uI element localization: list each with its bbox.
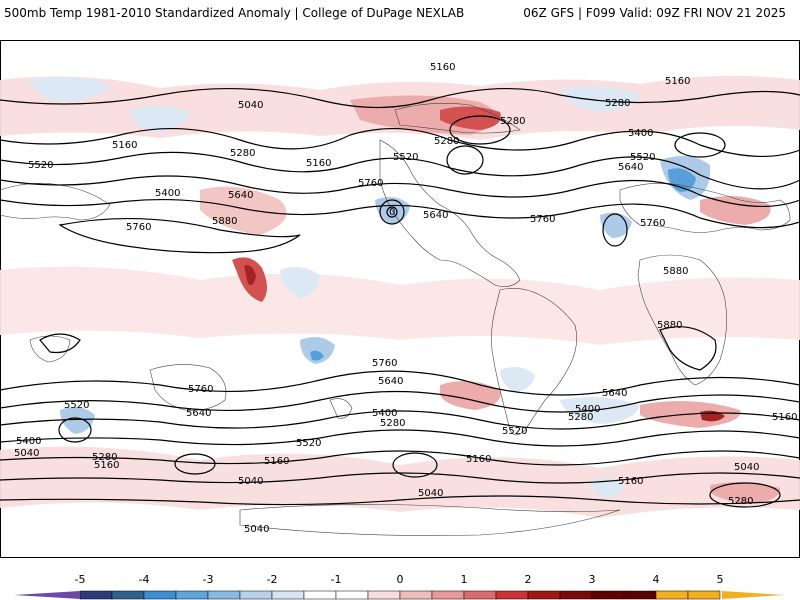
contour-label: 5640 [602, 388, 627, 399]
colorbar-strip [14, 590, 784, 600]
model-run-info: 06Z GFS | F099 Valid: 09Z FRI NOV 21 202… [523, 6, 786, 20]
colorbar-segment [335, 590, 369, 600]
contour-label: 5760 [358, 178, 383, 189]
contour-label: 5400 [155, 188, 180, 199]
contour-label: 5160 [466, 454, 491, 465]
colorbar-tick: 5 [716, 573, 724, 586]
contour-label: 5280 [500, 116, 525, 127]
contour-label: 5640 [228, 190, 253, 201]
colorbar-segment [79, 590, 113, 600]
colorbar-segment [527, 590, 561, 600]
contour-label: 5160 [430, 62, 455, 73]
contour-label: 5400 [628, 128, 653, 139]
contour-label: 5880 [663, 266, 688, 277]
colorbar-tick: 1 [460, 573, 468, 586]
contour-label: 5280 [230, 148, 255, 159]
colorbar-segment [239, 590, 273, 600]
colorbar-tick: -4 [138, 573, 150, 586]
contour-label: 5040 [244, 524, 269, 535]
contour-label: 0 [389, 207, 395, 218]
contour-label: 5400 [575, 404, 600, 415]
colorbar-tick: -5 [74, 573, 86, 586]
colorbar-segment [399, 590, 433, 600]
colorbar-tick: 3 [588, 573, 596, 586]
contour-label: 5520 [296, 438, 321, 449]
colorbar-arrow-low [14, 591, 80, 599]
contour-label: 5040 [14, 448, 39, 459]
contour-label: 5760 [530, 214, 555, 225]
colorbar-tick: -3 [202, 573, 214, 586]
contour-label: 5400 [16, 436, 41, 447]
contour-label: 5280 [92, 452, 117, 463]
contour-label: 5760 [372, 358, 397, 369]
colorbar-tick: 4 [652, 573, 660, 586]
colorbar-segment [207, 590, 241, 600]
colorbar: -5 -4 -3 -2 -1 0 1 2 3 4 5 [0, 572, 800, 600]
contour-label: 5160 [112, 140, 137, 151]
contour-label: 5640 [423, 210, 448, 221]
colorbar-segment [687, 590, 721, 600]
contour-label: 5160 [772, 412, 797, 423]
map-title: 500mb Temp 1981-2010 Standardized Anomal… [4, 6, 465, 20]
contour-label: 5520 [28, 160, 53, 171]
contour-label: 5520 [630, 152, 655, 163]
contour-label: 5280 [605, 98, 630, 109]
colorbar-segment [463, 590, 497, 600]
contour-label: 5520 [393, 152, 418, 163]
contour-label: 5640 [186, 408, 211, 419]
contour-label: 5880 [657, 320, 682, 331]
contour-label: 5160 [94, 460, 119, 471]
contour-label: 5040 [238, 100, 263, 111]
contour-label: 5280 [728, 496, 753, 507]
colorbar-tick: -2 [266, 573, 278, 586]
contour-label: 5160 [306, 158, 331, 169]
contour-label: 5640 [618, 162, 643, 173]
colorbar-segment [367, 590, 401, 600]
contour-label: 5160 [264, 456, 289, 467]
colorbar-segment [495, 590, 529, 600]
contour-label: 5400 [372, 408, 397, 419]
anomaly-map: 5160 5160 5040 5280 5280 5160 5280 5280 … [0, 40, 800, 558]
coastlines [0, 103, 791, 536]
contour-label: 5160 [618, 476, 643, 487]
contour-label: 5880 [212, 216, 237, 227]
contour-labels: 5160 5160 5040 5280 5280 5160 5280 5280 … [14, 62, 797, 535]
colorbar-segment [655, 590, 689, 600]
colorbar-segment [559, 590, 593, 600]
colorbar-segment [111, 590, 145, 600]
contour-label: 5040 [734, 462, 759, 473]
contour-label: 5280 [434, 136, 459, 147]
colorbar-segment [431, 590, 465, 600]
map-canvas: 5160 5160 5040 5280 5280 5160 5280 5280 … [0, 40, 800, 558]
contour-label: 5520 [502, 426, 527, 437]
height-contours [0, 87, 800, 508]
contour-label: 5280 [380, 418, 405, 429]
contour-label: 5640 [378, 376, 403, 387]
colorbar-segment [271, 590, 305, 600]
colorbar-tick: -1 [330, 573, 342, 586]
contour-label: 5760 [188, 384, 213, 395]
colorbar-segment [303, 590, 337, 600]
contour-label: 5280 [568, 412, 593, 423]
contour-label: 5040 [238, 476, 263, 487]
contour-label: 5760 [640, 218, 665, 229]
colorbar-segment [623, 590, 657, 600]
colorbar-segment [175, 590, 209, 600]
colorbar-segment [143, 590, 177, 600]
contour-label: 5760 [126, 222, 151, 233]
colorbar-arrow-high [722, 591, 784, 599]
header: 500mb Temp 1981-2010 Standardized Anomal… [0, 0, 800, 28]
colorbar-tick: 0 [396, 573, 404, 586]
colorbar-segment [591, 590, 625, 600]
contour-label: 5040 [418, 488, 443, 499]
colorbar-tick: 2 [524, 573, 532, 586]
contour-label: 5520 [64, 400, 89, 411]
contour-label: 5160 [665, 76, 690, 87]
